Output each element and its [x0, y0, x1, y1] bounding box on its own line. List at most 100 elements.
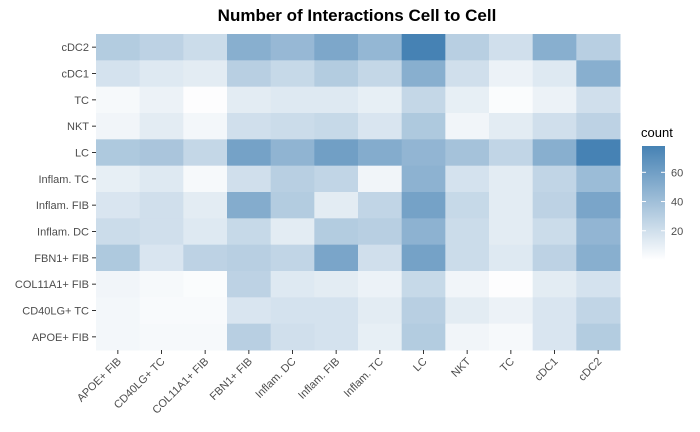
heatmap-cell [445, 60, 490, 88]
heatmap-cell [576, 86, 621, 114]
heatmap-cell [314, 139, 359, 167]
heatmap-cell [139, 271, 184, 298]
heatmap-cell [532, 165, 577, 193]
heatmap-cell [314, 244, 359, 272]
y-tick-label: TC [74, 95, 89, 107]
heatmap-cell [314, 60, 359, 88]
heatmap-cell [358, 139, 403, 167]
heatmap-cell [532, 34, 577, 61]
heatmap-cell [532, 218, 577, 246]
heatmap-cell [139, 113, 184, 140]
heatmap-cell [576, 165, 621, 193]
heatmap-cell [270, 271, 315, 298]
heatmap-cell [139, 244, 184, 272]
heatmap-cell [139, 34, 184, 61]
heatmap-cell [532, 139, 577, 167]
y-tick-label: Inflam. TC [38, 174, 89, 186]
heatmap-cell [270, 34, 315, 61]
heatmap-cell [576, 244, 621, 272]
heatmap-cell [227, 218, 272, 246]
legend-colorbar [642, 146, 665, 260]
heatmap-cell [358, 323, 403, 351]
heatmap-cell [183, 165, 228, 193]
heatmap-cell [401, 113, 446, 140]
heatmap-cell [445, 297, 490, 325]
heatmap-cell [183, 297, 228, 325]
heatmap-cell [139, 165, 184, 193]
heatmap-cell [270, 113, 315, 140]
heatmap-cell [270, 139, 315, 167]
heatmap-cell [139, 218, 184, 246]
heatmap-cell [445, 192, 490, 219]
heatmap-cell [401, 86, 446, 114]
legend-title: count [641, 125, 673, 140]
legend-tick-label: 20 [671, 226, 683, 238]
heatmap-cell [227, 271, 272, 298]
heatmap-cell [489, 113, 534, 140]
heatmap-cell [532, 192, 577, 219]
heatmap-cell [227, 60, 272, 88]
heatmap-cell [314, 323, 359, 351]
heatmap-cell [358, 34, 403, 61]
heatmap-cell [139, 86, 184, 114]
heatmap-cell [358, 165, 403, 193]
heatmap-cell [358, 244, 403, 272]
heatmap-cell [445, 323, 490, 351]
y-tick-label: LC [75, 148, 89, 160]
heatmap-cell [96, 60, 141, 88]
heatmap-cell [139, 139, 184, 167]
heatmap-cell [445, 86, 490, 114]
x-tick-label: FBN1+ FIB [208, 356, 255, 403]
y-tick-label: cDC2 [61, 42, 89, 54]
heatmap-cell [270, 165, 315, 193]
x-tick-label: LC [411, 356, 429, 374]
heatmap-cell [489, 218, 534, 246]
heatmap-cell [401, 34, 446, 61]
heatmap-cell [489, 271, 534, 298]
heatmap-cell [270, 192, 315, 219]
heatmap-cell [576, 297, 621, 325]
heatmap-cell [358, 218, 403, 246]
heatmap-cell [358, 192, 403, 219]
y-axis: cDC2 cDC1 TC NKT LC Inflam. TC Inflam. FIB Infl… [15, 42, 96, 344]
x-tick-label: cDC2 [576, 356, 604, 384]
y-tick-label: FBN1+ FIB [34, 253, 89, 265]
heatmap-cell [227, 113, 272, 140]
heatmap-cell [358, 113, 403, 140]
heatmap-cell [183, 139, 228, 167]
heatmap-cell [445, 244, 490, 272]
heatmap-cell [532, 244, 577, 272]
heatmap-cell [314, 271, 359, 298]
heatmap-cell [227, 297, 272, 325]
heatmap-cell [96, 323, 141, 351]
legend-tick-label: 40 [671, 197, 683, 209]
heatmap-cell [401, 244, 446, 272]
y-tick-label: Inflam. FIB [36, 200, 89, 212]
heatmap-cell [401, 165, 446, 193]
heatmap-cell [532, 323, 577, 351]
heatmap-cell [270, 244, 315, 272]
y-tick-label: NKT [67, 121, 89, 133]
y-tick-label: cDC1 [61, 69, 89, 81]
heatmap-cell [576, 139, 621, 167]
heatmap-cell [183, 192, 228, 219]
heatmap-cell [532, 60, 577, 88]
heatmap-cell [183, 86, 228, 114]
heatmap-cell [489, 323, 534, 351]
heatmap-cell [445, 139, 490, 167]
heatmap-cell [139, 60, 184, 88]
heatmap-cell [401, 139, 446, 167]
heatmap-cell [576, 113, 621, 140]
x-tick-label: Inflam. FIB [296, 356, 342, 402]
heatmap-cell [139, 323, 184, 351]
heatmap-cell [401, 271, 446, 298]
heatmap-cell [401, 323, 446, 351]
heatmap-cell [314, 297, 359, 325]
heatmap-cell [576, 60, 621, 88]
x-tick-label: TC [498, 356, 517, 375]
heatmap-cell [227, 244, 272, 272]
heatmap-cell [227, 165, 272, 193]
heatmap-cell [576, 192, 621, 219]
heatmap-cell [270, 297, 315, 325]
